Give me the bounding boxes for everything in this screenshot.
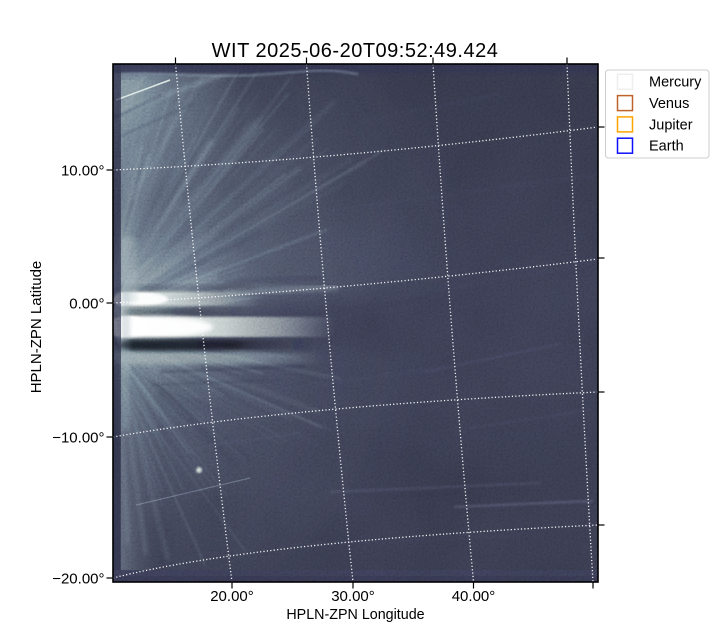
svg-text:20.00°: 20.00° [210,588,254,605]
svg-text:Earth: Earth [649,139,684,155]
svg-text:−10.00°: −10.00° [52,430,104,447]
svg-text:30.00°: 30.00° [331,588,375,605]
svg-text:Venus: Venus [649,96,689,112]
svg-text:Jupiter: Jupiter [649,117,693,133]
svg-text:40.00°: 40.00° [452,588,496,605]
svg-text:10.00°: 10.00° [61,163,105,180]
svg-text:0.00°: 0.00° [69,296,104,313]
svg-text:HPLN-ZPN Latitude: HPLN-ZPN Latitude [28,261,45,394]
svg-text:WIT 2025-06-20T09:52:49.424: WIT 2025-06-20T09:52:49.424 [212,40,499,62]
svg-text:Mercury: Mercury [649,75,702,91]
svg-text:−20.00°: −20.00° [52,571,104,588]
svg-text:HPLN-ZPN Longitude: HPLN-ZPN Longitude [286,607,424,623]
